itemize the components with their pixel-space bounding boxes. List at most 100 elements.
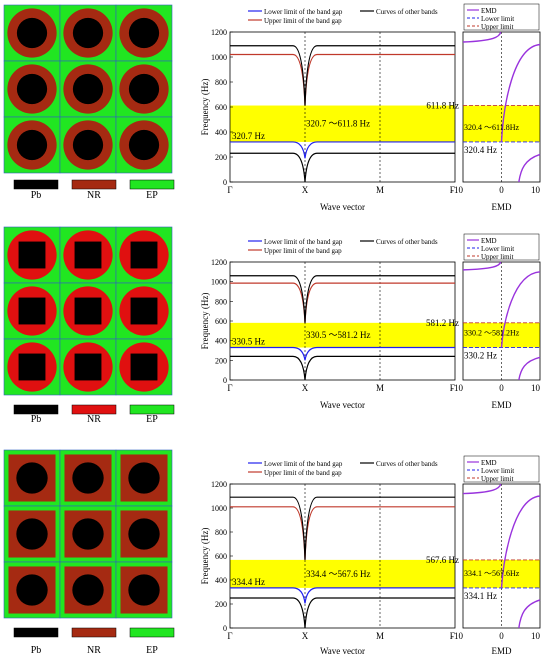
material-swatch <box>129 627 175 638</box>
material-label: Pb <box>31 414 42 425</box>
panel-1: Pb NR EP 0 200 400 600 800 1000 1200 Frequency (Hz… <box>3 226 541 425</box>
panel-0: Pb NR EP 0 200 400 600 800 1000 1200 Frequency (Hz… <box>3 3 541 212</box>
emd-curve <box>500 43 541 142</box>
emd-curve <box>462 31 502 43</box>
lower-limit-annotation: 330.5 Hz <box>232 337 265 347</box>
lead-core <box>72 518 104 550</box>
band-curve <box>230 506 455 560</box>
legend-lower: Lower limit of the band gap <box>264 8 343 16</box>
emd-tick-label: 0 <box>499 383 504 393</box>
lead-core <box>128 129 160 161</box>
emd-axis-label: EMD <box>492 400 513 410</box>
emd-legend-upper: Upper limit <box>481 253 514 261</box>
lead-core <box>72 17 104 49</box>
material-swatch <box>13 404 59 415</box>
band-gap-annotation: 330.5 ～581.2 Hz <box>306 330 371 340</box>
y-axis-label: Frequency (Hz) <box>200 528 210 585</box>
emd-gap-annotation: 330.2 ～581.2Hz <box>464 329 520 338</box>
material-label: NR <box>87 190 101 201</box>
y-tick-label: 800 <box>215 528 227 537</box>
k-point-label: X <box>302 185 309 195</box>
emd-curve <box>518 153 541 183</box>
lead-core <box>130 353 158 381</box>
x-axis-label: Wave vector <box>320 646 365 656</box>
emd-curve <box>500 495 541 588</box>
legend-upper: Upper limit of the band gap <box>264 469 342 477</box>
k-point-label: X <box>302 383 309 393</box>
y-tick-label: 1200 <box>211 480 227 489</box>
lead-core <box>16 73 48 105</box>
emd-curve <box>462 483 502 495</box>
y-tick-label: 1000 <box>211 278 227 287</box>
emd-upper-annotation: 611.8 Hz <box>426 101 459 111</box>
band-curve <box>230 45 455 106</box>
emd-plot: -10 0 10 EMD 611.8 Hz 320.4 ～611.8Hz 320.4 Hz E… <box>426 3 541 212</box>
material-swatch <box>13 179 59 190</box>
y-tick-label: 1000 <box>211 504 227 513</box>
y-tick-label: 400 <box>215 128 227 137</box>
band-curve <box>230 346 455 361</box>
lead-core <box>128 574 160 606</box>
emd-lower-annotation: 334.1 Hz <box>464 591 497 601</box>
legend-box <box>245 5 450 27</box>
lead-core <box>16 518 48 550</box>
material-label: Pb <box>31 190 42 201</box>
legend-other: Curves of other bands <box>376 460 438 468</box>
lead-core <box>18 353 46 381</box>
lead-core <box>74 297 102 325</box>
y-tick-label: 1200 <box>211 28 227 37</box>
material-label: EP <box>146 190 158 201</box>
emd-tick-label: 10 <box>531 631 541 641</box>
material-label: Pb <box>31 645 42 656</box>
band-curve <box>230 275 455 323</box>
lead-core <box>16 574 48 606</box>
emd-curve <box>518 599 541 629</box>
band-curve <box>230 587 455 604</box>
lattice <box>3 226 173 396</box>
band-curve <box>230 355 455 381</box>
lead-core <box>128 462 160 494</box>
y-axis-label: Frequency (Hz) <box>200 293 210 350</box>
material-swatch <box>13 627 59 638</box>
emd-tick-label: 0 <box>499 631 504 641</box>
emd-axis-label: EMD <box>492 646 513 656</box>
y-tick-label: 0 <box>223 178 227 187</box>
emd-legend-box <box>463 233 540 261</box>
material-swatch <box>71 627 117 638</box>
y-tick-label: 800 <box>215 297 227 306</box>
emd-legend-emd: EMD <box>481 459 497 467</box>
emd-plot: -10 0 10 EMD 581.2 Hz 330.2 ～581.2Hz 330.2 Hz E… <box>426 233 541 410</box>
k-point-label: M <box>376 631 384 641</box>
material-swatch <box>129 404 175 415</box>
plot-frame <box>229 261 456 381</box>
emd-curve <box>462 261 502 271</box>
k-point-label: Γ <box>450 185 455 195</box>
band-curve <box>230 496 455 560</box>
legend-box <box>245 457 450 479</box>
legend-lower: Lower limit of the band gap <box>264 238 343 246</box>
band-curve <box>230 141 455 159</box>
material-swatch <box>71 404 117 415</box>
lead-core <box>74 241 102 269</box>
k-point-label: Γ <box>227 185 232 195</box>
k-point-label: Γ <box>450 631 455 641</box>
material-label: EP <box>146 414 158 425</box>
lead-core <box>16 462 48 494</box>
lead-core <box>72 129 104 161</box>
lead-core <box>128 73 160 105</box>
legend-box <box>245 235 450 257</box>
band-gap-region <box>230 105 455 142</box>
legend-other: Curves of other bands <box>376 238 438 246</box>
emd-plot: -10 0 10 EMD 567.6 Hz 334.1 ～567.6Hz 334.1 Hz E… <box>426 455 541 656</box>
y-tick-label: 600 <box>215 103 227 112</box>
material-swatch <box>129 179 175 190</box>
lead-core <box>128 17 160 49</box>
band-structure-plot: 0 200 400 600 800 1000 1200 Frequency (Hz) Γ X M Γ W… <box>200 457 456 656</box>
lead-core <box>74 353 102 381</box>
x-axis-label: Wave vector <box>320 400 365 410</box>
emd-curve <box>500 271 541 348</box>
